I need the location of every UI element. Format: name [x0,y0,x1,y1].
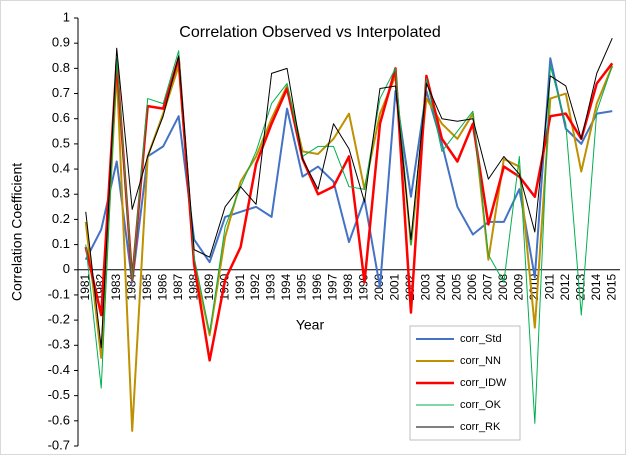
legend-label: corr_Std [460,333,502,345]
y-tick-label: -0.6 [48,412,70,427]
y-tick-label: -0.2 [48,312,70,327]
x-tick-label: 2013 [573,273,587,300]
y-tick-label: 0.5 [52,135,70,150]
x-tick-label: 2004 [434,273,448,300]
x-tick-label: 1987 [171,273,185,300]
x-tick-label: 2001 [388,273,402,300]
legend-label: corr_OK [460,399,502,411]
y-tick-label: 0.3 [52,186,70,201]
chart-title: Correlation Observed vs Interpolated [179,24,440,41]
x-tick-label: 1997 [326,273,340,300]
y-tick-label: -0.4 [48,362,70,377]
x-tick-label: 1986 [155,273,169,300]
x-tick-label: 1998 [341,273,355,300]
y-tick-label: 1 [63,9,70,24]
y-tick-label: -0.7 [48,437,70,452]
y-tick-label: 0.9 [52,35,70,50]
x-tick-label: 1983 [109,273,123,300]
x-tick-label: 2005 [450,273,464,300]
x-tick-label: 1989 [202,273,216,300]
x-tick-label: 2014 [589,273,603,300]
x-tick-label: 2008 [496,273,510,300]
x-axis-label: Year [296,317,325,333]
x-tick-label: 1991 [233,273,247,300]
legend-label: corr_IDW [460,377,507,389]
y-tick-label: -0.1 [48,286,70,301]
y-tick-label: 0.8 [52,60,70,75]
x-tick-label: 2009 [512,273,526,300]
x-tick-label: 1993 [264,273,278,300]
x-tick-label: 1996 [310,273,324,300]
y-axis-label: Correlation Coefficient [9,163,25,301]
y-tick-label: 0 [63,261,70,276]
y-tick-label: 0.2 [52,211,70,226]
y-tick-label: -0.3 [48,337,70,352]
x-tick-label: 2015 [604,273,618,300]
x-tick-label: 1992 [248,273,262,300]
legend-label: corr_NN [460,355,501,367]
legend-label: corr_RK [460,421,501,433]
x-tick-label: 1985 [140,273,154,300]
x-tick-label: 1984 [124,273,138,300]
y-tick-label: 0.1 [52,236,70,251]
x-tick-label: 1995 [295,273,309,300]
series-line [84,64,614,432]
x-tick-label: 1981 [78,273,92,300]
series-line [85,50,613,424]
x-tick-label: 2012 [558,273,572,300]
x-tick-label: 1999 [357,273,371,300]
x-tick-label: 1994 [279,273,293,300]
x-tick-label: 2011 [542,273,556,299]
series-line [85,37,613,349]
x-tick-label: 2006 [465,273,479,300]
x-tick-label: 2007 [481,273,495,300]
y-tick-label: -0.5 [48,387,70,402]
y-tick-label: 0.6 [52,110,70,125]
y-tick-label: 0.4 [52,160,70,175]
x-tick-label: 2003 [419,273,433,300]
y-tick-label: 0.7 [52,85,70,100]
